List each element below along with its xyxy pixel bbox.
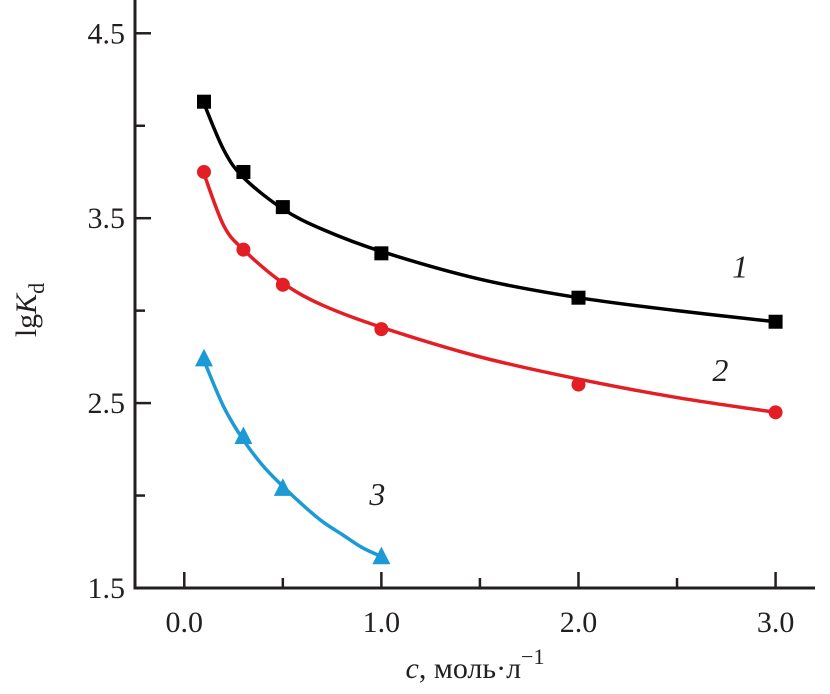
x-tick-label-2: 2.0 <box>560 606 598 639</box>
x-tick-label-3: 3.0 <box>757 606 795 639</box>
point-1-5 <box>768 314 783 329</box>
y-axis-base: lg <box>10 314 43 337</box>
y-axis-subscript: d <box>24 283 49 294</box>
point-2-3 <box>374 322 389 337</box>
point-1-2 <box>275 200 290 215</box>
y-tick-label-0: 1.5 <box>88 572 126 605</box>
point-3-1 <box>234 426 253 445</box>
data-points <box>194 94 783 565</box>
x-axis-unit: , моль·л <box>419 652 521 685</box>
point-2-0 <box>196 164 211 179</box>
point-2-5 <box>768 405 783 420</box>
x-axis-var: c <box>406 652 419 685</box>
point-2-1 <box>236 242 251 257</box>
series-label-1: 1 <box>732 248 748 284</box>
point-2-4 <box>571 377 586 392</box>
series-labels: 1 2 3 <box>368 248 748 511</box>
y-tick-label-1: 2.5 <box>88 387 126 420</box>
y-axis-label: lgKd <box>10 283 49 337</box>
point-1-1 <box>236 164 251 179</box>
x-tick-label-0: 0.0 <box>166 606 204 639</box>
point-3-3 <box>372 546 391 565</box>
x-axis-unit-exponent: −1 <box>521 644 544 669</box>
point-3-2 <box>273 478 292 496</box>
ticks: 1.5 2.5 3.5 4.5 0.0 1.0 2.0 3.0 <box>88 17 795 639</box>
y-tick-label-2: 3.5 <box>88 202 126 235</box>
point-1-3 <box>374 246 389 261</box>
point-1-4 <box>571 290 586 305</box>
x-axis-label: c, моль·л−1 <box>406 644 545 685</box>
fit-curve-3 <box>202 358 384 559</box>
y-tick-label-3: 4.5 <box>88 17 126 50</box>
x-tick-label-1: 1.0 <box>363 606 401 639</box>
series-label-3: 3 <box>368 476 385 512</box>
point-2-2 <box>275 277 290 292</box>
series-label-2: 2 <box>712 352 728 388</box>
point-1-0 <box>196 94 211 109</box>
y-axis-var: K <box>10 292 43 315</box>
axes <box>133 0 815 590</box>
point-3-0 <box>194 348 213 367</box>
fit-curves <box>202 101 778 559</box>
